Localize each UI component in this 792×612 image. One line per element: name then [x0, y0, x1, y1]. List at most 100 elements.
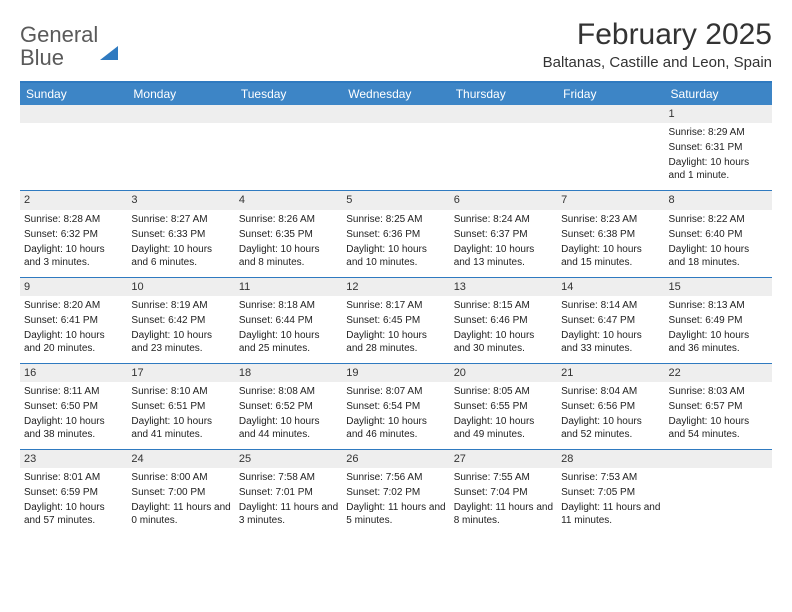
sunset-text: Sunset: 7:01 PM	[239, 486, 338, 501]
calendar-cell: 23Sunrise: 8:01 AMSunset: 6:59 PMDayligh…	[20, 450, 127, 536]
day-number: 23	[20, 450, 127, 468]
day-header: Tuesday	[235, 82, 342, 105]
day-number: 2	[20, 191, 127, 209]
brand-logo: General Blue	[20, 24, 118, 70]
sunset-text: Sunset: 6:36 PM	[346, 228, 445, 243]
sunrise-text: Sunrise: 8:28 AM	[24, 213, 123, 228]
calendar-cell	[235, 105, 342, 191]
day-number: 8	[665, 191, 772, 209]
sunset-text: Sunset: 6:59 PM	[24, 486, 123, 501]
day-number	[127, 105, 234, 123]
day-number: 11	[235, 278, 342, 296]
calendar-cell	[127, 105, 234, 191]
daylight-text: Daylight: 11 hours and 11 minutes.	[561, 501, 660, 529]
day-number: 21	[557, 364, 664, 382]
sunrise-text: Sunrise: 8:11 AM	[24, 385, 123, 400]
calendar-cell: 15Sunrise: 8:13 AMSunset: 6:49 PMDayligh…	[665, 277, 772, 363]
calendar-cell: 27Sunrise: 7:55 AMSunset: 7:04 PMDayligh…	[450, 450, 557, 536]
day-number: 18	[235, 364, 342, 382]
sunset-text: Sunset: 7:05 PM	[561, 486, 660, 501]
day-number: 6	[450, 191, 557, 209]
daylight-text: Daylight: 10 hours and 18 minutes.	[669, 243, 768, 271]
day-header-row: Sunday Monday Tuesday Wednesday Thursday…	[20, 82, 772, 105]
header: General Blue February 2025 Baltanas, Cas…	[20, 18, 772, 71]
day-number: 22	[665, 364, 772, 382]
calendar-page: General Blue February 2025 Baltanas, Cas…	[0, 0, 792, 553]
title-block: February 2025 Baltanas, Castille and Leo…	[543, 18, 772, 71]
sunset-text: Sunset: 6:31 PM	[669, 141, 768, 156]
brand-text: General Blue	[20, 24, 118, 70]
sunset-text: Sunset: 6:54 PM	[346, 400, 445, 415]
daylight-text: Daylight: 10 hours and 36 minutes.	[669, 329, 768, 357]
day-number	[557, 105, 664, 123]
brand-triangle-icon	[100, 29, 118, 60]
sunrise-text: Sunrise: 7:55 AM	[454, 471, 553, 486]
calendar-cell: 17Sunrise: 8:10 AMSunset: 6:51 PMDayligh…	[127, 363, 234, 449]
daylight-text: Daylight: 10 hours and 28 minutes.	[346, 329, 445, 357]
day-number: 26	[342, 450, 449, 468]
calendar-table: Sunday Monday Tuesday Wednesday Thursday…	[20, 81, 772, 535]
sunrise-text: Sunrise: 7:53 AM	[561, 471, 660, 486]
sunrise-text: Sunrise: 8:13 AM	[669, 299, 768, 314]
calendar-cell: 14 Sunrise: 8:14 AMSunset: 6:47 PMDayligh…	[557, 277, 664, 363]
calendar-cell	[450, 105, 557, 191]
calendar-cell	[20, 105, 127, 191]
sunrise-text: Sunrise: 8:26 AM	[239, 213, 338, 228]
sunrise-text: Sunrise: 8:17 AM	[346, 299, 445, 314]
sunset-text: Sunset: 6:33 PM	[131, 228, 230, 243]
day-number: 10	[127, 278, 234, 296]
sunrise-text: Sunrise: 8:18 AM	[239, 299, 338, 314]
sunset-text: Sunset: 6:47 PM	[561, 314, 660, 329]
daylight-text: Daylight: 10 hours and 20 minutes.	[24, 329, 123, 357]
day-header: Wednesday	[342, 82, 449, 105]
calendar-cell: 20Sunrise: 8:05 AMSunset: 6:55 PMDayligh…	[450, 363, 557, 449]
day-number	[342, 105, 449, 123]
calendar-cell: 13Sunrise: 8:15 AMSunset: 6:46 PMDayligh…	[450, 277, 557, 363]
day-number: 14	[557, 278, 664, 296]
sunset-text: Sunset: 7:04 PM	[454, 486, 553, 501]
sunset-text: Sunset: 6:40 PM	[669, 228, 768, 243]
day-number: 1	[665, 105, 772, 123]
sunset-text: Sunset: 6:41 PM	[24, 314, 123, 329]
day-number: 27	[450, 450, 557, 468]
calendar-cell: 22Sunrise: 8:03 AMSunset: 6:57 PMDayligh…	[665, 363, 772, 449]
daylight-text: Daylight: 11 hours and 3 minutes.	[239, 501, 338, 529]
sunset-text: Sunset: 6:57 PM	[669, 400, 768, 415]
sunrise-text: Sunrise: 8:15 AM	[454, 299, 553, 314]
daylight-text: Daylight: 10 hours and 1 minute.	[669, 156, 768, 184]
daylight-text: Daylight: 10 hours and 54 minutes.	[669, 415, 768, 443]
sunset-text: Sunset: 6:37 PM	[454, 228, 553, 243]
daylight-text: Daylight: 10 hours and 13 minutes.	[454, 243, 553, 271]
calendar-cell: 16Sunrise: 8:11 AMSunset: 6:50 PMDayligh…	[20, 363, 127, 449]
calendar-cell: 12Sunrise: 8:17 AMSunset: 6:45 PMDayligh…	[342, 277, 449, 363]
calendar-cell: 25Sunrise: 7:58 AMSunset: 7:01 PMDayligh…	[235, 450, 342, 536]
daylight-text: Daylight: 10 hours and 49 minutes.	[454, 415, 553, 443]
sunset-text: Sunset: 6:51 PM	[131, 400, 230, 415]
calendar-cell: 9Sunrise: 8:20 AMSunset: 6:41 PMDaylight…	[20, 277, 127, 363]
calendar-cell: 2 Sunrise: 8:28 AMSunset: 6:32 PMDaylight…	[20, 191, 127, 277]
sunrise-text: Sunrise: 8:20 AM	[24, 299, 123, 314]
page-title: February 2025	[543, 18, 772, 52]
daylight-text: Daylight: 10 hours and 33 minutes.	[561, 329, 660, 357]
sunrise-text: Sunrise: 8:14 AM	[561, 299, 660, 314]
daylight-text: Daylight: 10 hours and 3 minutes.	[24, 243, 123, 271]
calendar-cell: 4Sunrise: 8:26 AMSunset: 6:35 PMDaylight…	[235, 191, 342, 277]
daylight-text: Daylight: 11 hours and 5 minutes.	[346, 501, 445, 529]
sunset-text: Sunset: 6:56 PM	[561, 400, 660, 415]
sunset-text: Sunset: 6:35 PM	[239, 228, 338, 243]
calendar-cell: 8Sunrise: 8:22 AMSunset: 6:40 PMDaylight…	[665, 191, 772, 277]
brand-word1: General	[20, 22, 98, 47]
daylight-text: Daylight: 10 hours and 38 minutes.	[24, 415, 123, 443]
sunrise-text: Sunrise: 8:23 AM	[561, 213, 660, 228]
day-number: 24	[127, 450, 234, 468]
day-number: 15	[665, 278, 772, 296]
calendar-cell: 1Sunrise: 8:29 AMSunset: 6:31 PMDaylight…	[665, 105, 772, 191]
calendar-cell: 28Sunrise: 7:53 AMSunset: 7:05 PMDayligh…	[557, 450, 664, 536]
sunset-text: Sunset: 6:32 PM	[24, 228, 123, 243]
calendar-cell: 10Sunrise: 8:19 AMSunset: 6:42 PMDayligh…	[127, 277, 234, 363]
calendar-body: 1Sunrise: 8:29 AMSunset: 6:31 PMDaylight…	[20, 105, 772, 535]
day-number: 5	[342, 191, 449, 209]
calendar-week: 9Sunrise: 8:20 AMSunset: 6:41 PMDaylight…	[20, 277, 772, 363]
daylight-text: Daylight: 10 hours and 6 minutes.	[131, 243, 230, 271]
calendar-week: 2Sunrise: 8:28 AMSunset: 6:32 PMDaylight…	[20, 191, 772, 277]
